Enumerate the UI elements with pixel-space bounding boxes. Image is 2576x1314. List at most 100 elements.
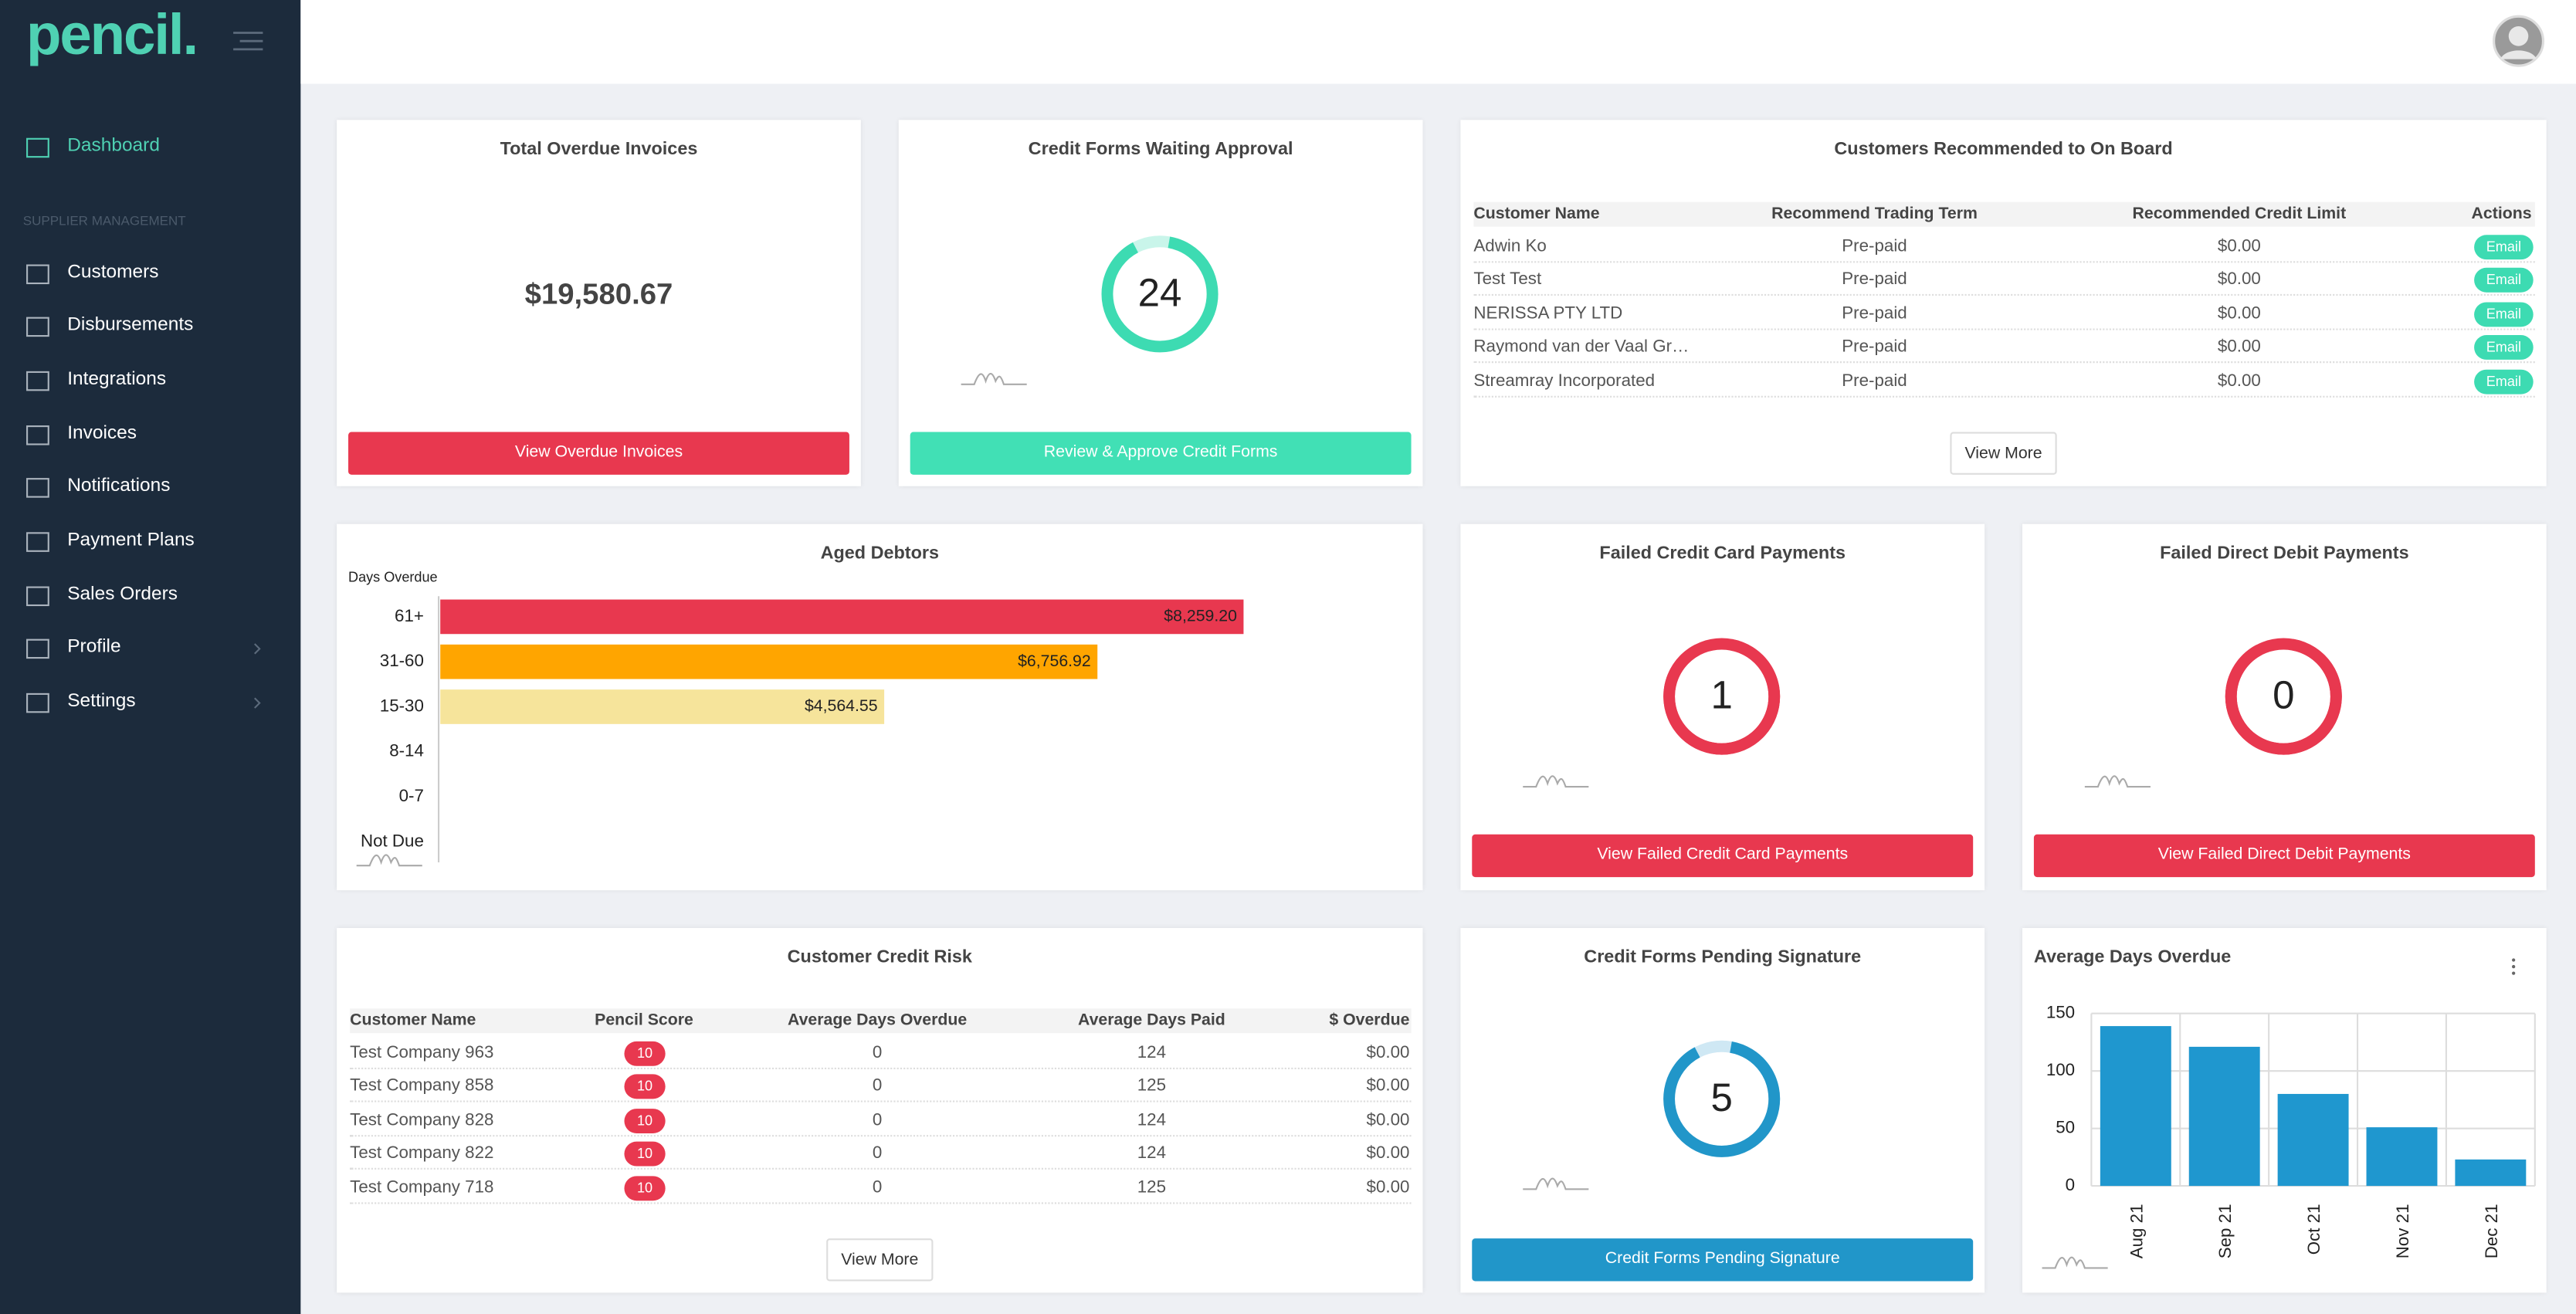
column-header: Recommend Trading Term [1771,205,1978,224]
table-cell: 124 [1137,1110,1167,1130]
sparkline [2084,775,2151,788]
bar [2277,1093,2349,1187]
email-button[interactable]: Email [2474,267,2534,293]
email-button[interactable]: Email [2474,302,2534,327]
sparkline-icon [1523,775,1589,788]
data-label: $6,756.92 [1018,652,1091,670]
table-cell: 0 [872,1143,883,1163]
chevron [254,643,261,655]
email-button[interactable]: Email [2474,369,2534,395]
nav-item[interactable]: Integrations [67,369,167,390]
sidebar [0,0,301,1314]
table-cell: $0.00 [2217,236,2261,256]
column-header: Average Days Overdue [787,1011,968,1030]
bar [2455,1159,2527,1187]
nav-item[interactable]: Disbursements [67,315,194,336]
table-cell: Test Company 822 [350,1143,494,1163]
gauge: 0 [2225,638,2342,755]
aged-chart: Days Overdue 61+ $8,259.20 31-60 $6,756.92 15… [348,570,1244,862]
nav-item[interactable]: Dashboard [67,136,160,157]
button[interactable]: View More [826,1238,934,1282]
table-cell: $0.00 [1366,1143,1410,1163]
gauge: 1 [1663,638,1781,755]
failed-dd-card [2022,523,2547,891]
menu-toggle[interactable] [230,28,266,54]
email-button[interactable]: Email [2474,335,2534,360]
table-cell: Test Test [1473,269,1542,290]
icon-shape [26,586,49,607]
icon-shape [26,532,49,552]
column-header: $ Overdue [1329,1011,1410,1030]
y-axis-label: Days Overdue [348,570,438,585]
nav-item[interactable]: Settings [67,691,136,712]
chevron [254,697,261,709]
sparkline [1523,1177,1589,1190]
avatar[interactable] [2492,15,2545,67]
icon-shape [26,371,49,391]
gauge-ring [1663,1040,1781,1157]
row-divider [350,1202,1412,1204]
button[interactable]: Review & Approve Credit Forms [910,432,1412,475]
table-cell: 125 [1137,1177,1167,1197]
sparkline-icon [2042,1256,2108,1269]
button[interactable]: View Failed Credit Card Payments [1472,834,1974,878]
gauge-count: 5 [1710,1075,1732,1119]
row-divider [1473,293,2535,296]
nav-item[interactable]: Invoices [67,423,137,444]
row-divider [1473,328,2535,330]
sparkline [356,854,422,867]
card-title: Total Overdue Invoices [500,139,698,160]
gauge-count: 1 [1710,673,1732,717]
button[interactable]: View Overdue Invoices [348,432,849,475]
card-title: Credit Forms Pending Signature [1584,947,1862,968]
bar [2100,1026,2171,1187]
email-button[interactable]: Email [2474,235,2534,260]
nav-item[interactable]: Notifications [67,476,171,496]
button[interactable]: View More [1950,432,2057,475]
nav-icon [26,532,49,552]
chevron-shape [254,697,261,709]
x-tick-label: Aug 21 [2127,1204,2146,1258]
x-tick-label: Dec 21 [2482,1204,2501,1258]
nav-icon [26,425,49,445]
y-tick-label: 15-30 [380,696,424,715]
nav-icon [26,264,49,285]
table-cell: Pre-paid [1842,371,1907,391]
y-tick-label: Not Due [361,831,424,850]
sparkline-icon [356,854,422,867]
data-label: $8,259.20 [1164,607,1237,625]
column-header: Average Days Paid [1078,1011,1225,1030]
nav-item[interactable]: Sales Orders [67,584,178,605]
sparkline-icon [2084,775,2151,788]
nav-icon [26,137,49,158]
table-cell: 0 [872,1042,883,1063]
button[interactable]: Credit Forms Pending Signature [1472,1238,1974,1282]
row-divider [1473,261,2535,263]
column-header: Customer Name [350,1011,476,1030]
table-cell: 124 [1137,1143,1167,1163]
table-cell: 125 [1137,1075,1167,1096]
table-cell: 0 [872,1177,883,1197]
nav-icon [26,693,49,713]
sparkline-icon [961,372,1027,385]
nav-item[interactable]: Customers [67,262,159,283]
gauge-count: 24 [1138,270,1182,314]
nav-item[interactable]: Profile [67,637,121,658]
row-divider [1473,395,2535,398]
score-badge: 10 [624,1141,666,1167]
table-cell: 0 [872,1075,883,1096]
header [300,0,2576,84]
icon-shape [26,137,49,158]
section-label: SUPPLIER MANAGEMENT [22,213,186,229]
y-tick-label: 50 [2056,1118,2075,1137]
pending-card [1460,928,1985,1293]
score-badge: 10 [624,1041,666,1066]
table-cell: $0.00 [2217,337,2261,357]
button[interactable]: View Failed Direct Debit Payments [2033,834,2535,878]
menu-dot [2512,971,2516,975]
overdue-card [337,120,861,486]
nav-item[interactable]: Payment Plans [67,530,195,550]
icon-shape [26,317,49,337]
y-tick-label: 8-14 [389,741,424,760]
